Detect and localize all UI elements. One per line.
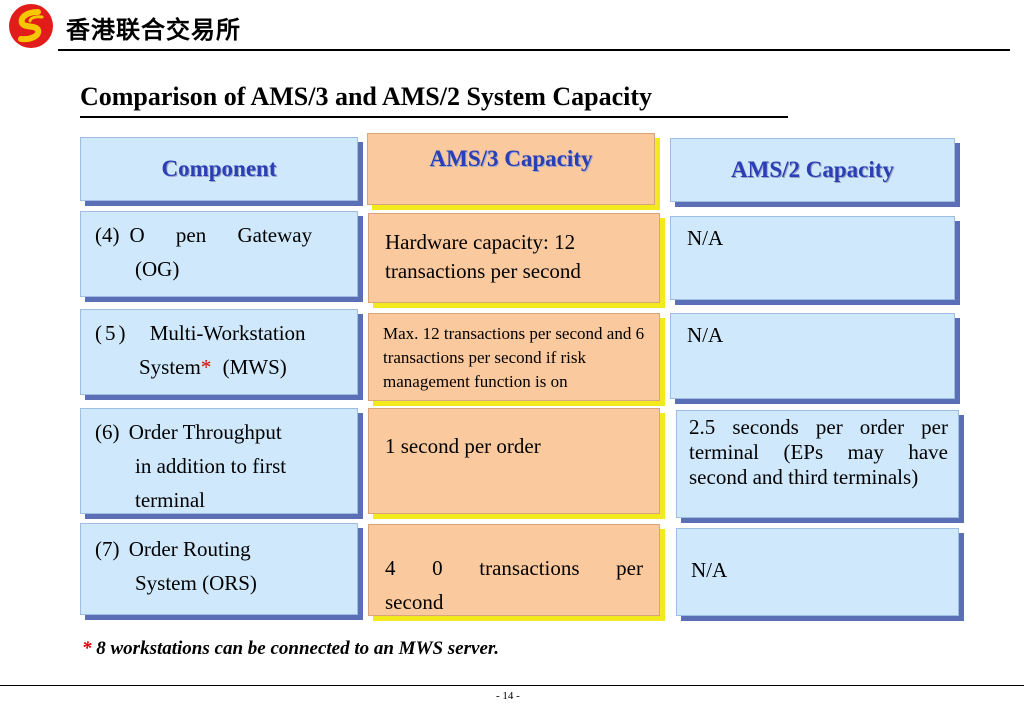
page-title: Comparison of AMS/3 and AMS/2 System Cap… — [80, 82, 653, 111]
row-throughput-ams2: 2.5 seconds per order per terminal (EPs … — [676, 410, 959, 518]
row-ors-ams2: N/A — [676, 528, 959, 616]
title-underline — [80, 116, 788, 118]
row-og-line2: (OG) — [135, 257, 180, 281]
row-ors-ams3: 4 0 transactions per second — [368, 524, 660, 616]
brand-name: 香港联合交易所 — [66, 16, 241, 44]
row-og-ams2-text: N/A — [687, 226, 724, 250]
row-mws-component: (5) Multi-Workstation System* (MWS) — [80, 309, 358, 395]
row-ors-line2: System (ORS) — [135, 571, 257, 595]
row-og-num: (4) — [95, 223, 120, 247]
footer-divider — [0, 685, 1024, 686]
row-throughput-num: (6) — [95, 420, 120, 444]
row-ors-num: (7) — [95, 537, 120, 561]
row-mws-ams3: Max. 12 transactions per second and 6 tr… — [368, 313, 660, 401]
row-og-ams2: N/A — [670, 216, 955, 300]
row-og-line1: O pen Gateway — [129, 223, 313, 247]
row-mws-ams2-text: N/A — [687, 323, 724, 347]
row-ors-component: (7) Order Routing System (ORS) — [80, 523, 358, 615]
row-throughput-ams3: 1 second per order — [368, 408, 660, 514]
row-throughput-component: (6) Order Throughput in addition to firs… — [80, 408, 358, 514]
header-ams3-label: AMS/3 Capacity — [429, 146, 593, 171]
row-og-component: (4) O pen Gateway (OG) — [80, 211, 358, 297]
row-mws-num: (5) — [95, 321, 129, 345]
row-mws-ams3-text: Max. 12 transactions per second and 6 tr… — [383, 324, 645, 391]
footnote: * 8 workstations can be connected to an … — [82, 638, 499, 660]
row-throughput-ams2-text: 2.5 seconds per order per terminal (EPs … — [689, 415, 948, 489]
row-mws-ams2: N/A — [670, 313, 955, 399]
row-mws-line2b: (MWS) — [222, 355, 287, 379]
footnote-star-marker: * — [200, 355, 212, 379]
header-component: Component — [80, 137, 358, 201]
row-ors-line1: Order Routing — [128, 537, 251, 561]
row-throughput-line3: terminal — [135, 488, 205, 512]
header-component-label: Component — [161, 156, 277, 181]
row-mws-line1: Multi-Workstation — [149, 321, 306, 345]
footnote-text: 8 workstations can be connected to an MW… — [96, 638, 499, 659]
footnote-star: * — [82, 638, 92, 659]
row-og-ams3: Hardware capacity: 12 transactions per s… — [368, 213, 660, 303]
header-ams3: AMS/3 Capacity — [367, 133, 655, 205]
row-ors-ams2-text: N/A — [691, 558, 728, 582]
row-mws-line2: System — [139, 355, 201, 379]
header-ams2: AMS/2 Capacity — [670, 138, 955, 202]
row-ors-ams3-text: 4 0 transactions per second — [385, 556, 643, 614]
row-throughput-line2: in addition to first — [135, 454, 287, 478]
header-divider — [58, 49, 1010, 51]
page-number: - 14 - — [496, 690, 520, 702]
row-og-ams3-text: Hardware capacity: 12 transactions per s… — [385, 230, 581, 283]
hkex-logo-icon — [8, 3, 54, 49]
header-ams2-label: AMS/2 Capacity — [731, 157, 894, 182]
row-throughput-ams3-text: 1 second per order — [385, 434, 541, 458]
row-throughput-line1: Order Throughput — [128, 420, 282, 444]
